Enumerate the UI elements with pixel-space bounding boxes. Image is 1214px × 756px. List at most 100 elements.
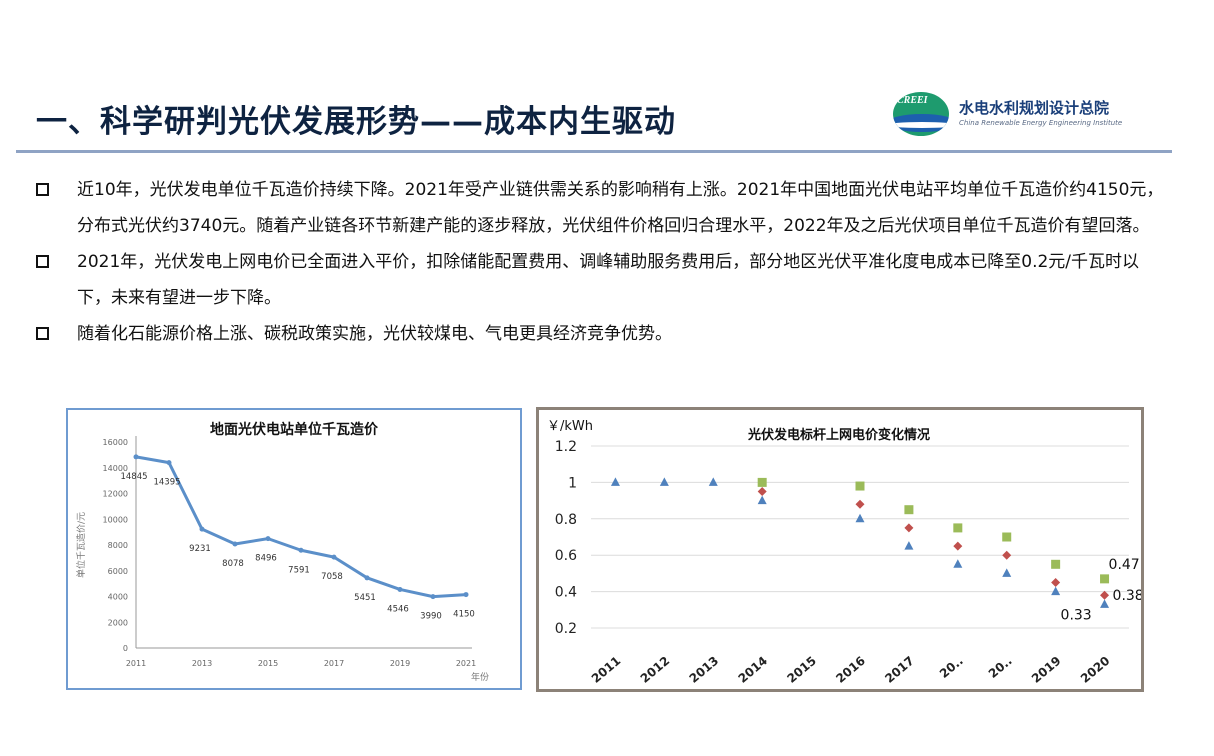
- y-tick-label: 12000: [103, 490, 128, 499]
- price-point-triangle: [1051, 586, 1061, 596]
- logo-emblem-icon: CREEI: [893, 92, 949, 136]
- cost-data-point: [331, 554, 337, 560]
- cost-data-label: 7591: [288, 565, 310, 575]
- y-tick-label: 0.2: [555, 621, 577, 637]
- y-tick-label: 4000: [108, 593, 128, 602]
- price-point-triangle: [708, 477, 718, 486]
- logo-name-en: China Renewable Energy Engineering Insti…: [959, 119, 1123, 127]
- price-scatter-chart: ￥/kWh 光伏发电标杆上网电价变化情况 0.2 0.4 0.6 0.8 1 1.2 2011 2…: [536, 407, 1144, 692]
- x-tick-label: 2013: [192, 659, 212, 668]
- price-point-diamond: [1051, 578, 1061, 587]
- price-point-square: [757, 477, 767, 487]
- x-tick-label: 2020: [1078, 654, 1113, 686]
- price-point-square: [1002, 532, 1012, 542]
- x-axis-label: 年份: [471, 671, 489, 683]
- price-point-triangle: [757, 495, 767, 505]
- x-tick-label: 2019: [390, 659, 410, 668]
- cost-data-point: [133, 454, 139, 460]
- y-tick-label: 10000: [103, 515, 128, 524]
- price-annotation: 0.47: [1109, 557, 1140, 573]
- price-point-triangle: [855, 513, 865, 523]
- cost-data-point: [166, 460, 172, 466]
- bullet-square-icon: [36, 183, 49, 196]
- price-scatter-chart-svg: ￥/kWh 光伏发电标杆上网电价变化情况 0.2 0.4 0.6 0.8 1 1.2 2011 2…: [547, 419, 1144, 686]
- y-tick-label: 1.2: [555, 439, 577, 455]
- y-tick-label: 0.8: [555, 512, 577, 528]
- bullet-item: 随着化石能源价格上涨、碳税政策实施，光伏较煤电、气电更具经济竞争优势。: [36, 316, 1166, 352]
- x-tick-label: 2011: [126, 659, 146, 668]
- cost-line-chart-svg: 地面光伏电站单位千瓦造价 0 2000 4000 6000 8000 10000 12000 1…: [75, 421, 489, 683]
- cost-data-point: [199, 526, 205, 532]
- price-point-triangle: [1002, 568, 1012, 577]
- header-divider: [16, 150, 1172, 153]
- cost-data-point: [463, 592, 469, 598]
- price-annotation: 0.33: [1061, 607, 1092, 623]
- cost-data-label: 4150: [453, 610, 475, 620]
- price-point-square: [904, 505, 914, 515]
- price-point-diamond: [757, 487, 767, 496]
- price-point-square: [1100, 574, 1110, 584]
- price-point-diamond: [855, 499, 865, 509]
- x-tick-label: 2016: [833, 654, 868, 686]
- cost-data-label: 5451: [354, 593, 376, 603]
- price-point-diamond: [1002, 550, 1012, 560]
- price-point-square: [1051, 559, 1061, 569]
- chart-title: 光伏发电标杆上网电价变化情况: [747, 427, 930, 443]
- cost-data-label: 3990: [420, 612, 442, 622]
- x-tick-label: 2021: [456, 659, 476, 668]
- org-logo: CREEI 水电水利规划设计总院 China Renewable Energy …: [893, 92, 1163, 140]
- x-tick-label: 2019: [1029, 654, 1064, 686]
- x-tick-label: 2017: [324, 659, 344, 668]
- bullet-list: 近10年，光伏发电单位千瓦造价持续下降。2021年受产业链供需关系的影响稍有上涨…: [36, 172, 1166, 352]
- cost-data-point: [430, 594, 436, 600]
- y-axis-label: 单位千瓦造价/元: [75, 512, 87, 578]
- bullet-square-icon: [36, 327, 49, 340]
- x-tick-label: 20..: [986, 654, 1015, 681]
- cost-data-label: 8078: [222, 559, 244, 569]
- y-axis-label: ￥/kWh: [547, 419, 593, 434]
- y-tick-label: 14000: [103, 464, 128, 473]
- y-tick-label: 16000: [103, 438, 128, 447]
- price-point-triangle: [953, 559, 963, 568]
- cost-data-label: 14395: [153, 478, 180, 488]
- x-tick-label: 2015: [784, 654, 819, 686]
- cost-data-label: 14845: [120, 472, 147, 482]
- y-tick-label: 6000: [108, 567, 128, 576]
- cost-data-point: [232, 541, 238, 547]
- price-point-triangle: [904, 541, 914, 550]
- cost-line-chart: 地面光伏电站单位千瓦造价 0 2000 4000 6000 8000 10000 12000 1…: [66, 408, 522, 690]
- y-tick-label: 0: [123, 644, 128, 653]
- x-tick-label: 2013: [687, 654, 722, 686]
- x-tick-label: 2011: [589, 654, 624, 686]
- cost-data-point: [265, 536, 271, 542]
- price-point-diamond: [904, 523, 914, 533]
- cost-data-label: 8496: [255, 554, 277, 564]
- bullet-item: 2021年，光伏发电上网电价已全面进入平价，扣除储能配置费用、调峰辅助服务费用后…: [36, 244, 1166, 316]
- x-tick-label: 2014: [736, 654, 771, 686]
- cost-data-point: [298, 547, 304, 553]
- bullet-item: 近10年，光伏发电单位千瓦造价持续下降。2021年受产业链供需关系的影响稍有上涨…: [36, 172, 1166, 244]
- logo-tag: CREEI: [897, 95, 928, 106]
- y-tick-label: 0.6: [555, 548, 577, 564]
- price-point-triangle: [659, 477, 669, 486]
- y-tick-label: 2000: [108, 618, 128, 627]
- y-tick-label: 1: [568, 475, 577, 491]
- cost-data-label: 7058: [321, 572, 343, 582]
- cost-data-label: 9231: [189, 544, 211, 554]
- cost-data-point: [364, 575, 370, 581]
- bullet-text: 近10年，光伏发电单位千瓦造价持续下降。2021年受产业链供需关系的影响稍有上涨…: [77, 180, 1164, 236]
- x-tick-label: 20..: [937, 654, 966, 681]
- bullet-text: 随着化石能源价格上涨、碳税政策实施，光伏较煤电、气电更具经济竞争优势。: [77, 324, 672, 344]
- cost-data-point: [397, 586, 403, 592]
- price-point-triangle: [1100, 599, 1110, 608]
- bullet-square-icon: [36, 255, 49, 268]
- x-tick-label: 2012: [638, 654, 673, 686]
- page-title: 一、科学研判光伏发展形势——成本内生驱动: [36, 104, 676, 140]
- price-point-square: [953, 523, 963, 533]
- cost-series-line: [135, 455, 467, 599]
- price-point-triangle: [610, 477, 620, 486]
- cost-data-label: 4546: [387, 604, 409, 614]
- price-point-diamond: [1100, 590, 1110, 600]
- y-tick-label: 8000: [108, 541, 128, 550]
- price-annotation: 0.38: [1113, 588, 1141, 604]
